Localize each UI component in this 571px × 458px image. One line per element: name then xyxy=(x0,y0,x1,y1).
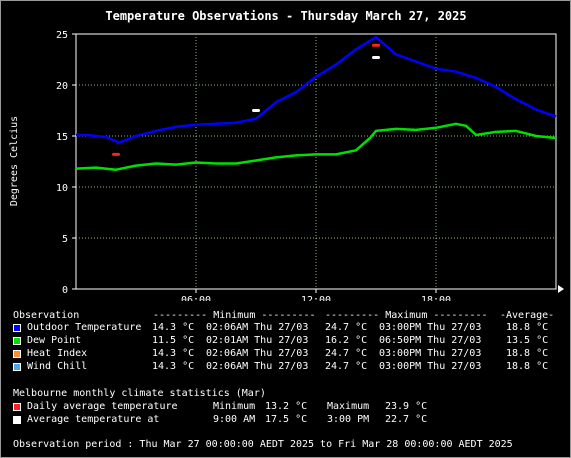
legend-header-minimum: --------- Minimum --------- xyxy=(153,310,316,321)
observation-period: Observation period : Thu Mar 27 00:00:00… xyxy=(13,439,513,450)
legend-label: Outdoor Temperature xyxy=(27,322,142,333)
y-tick-label: 25 xyxy=(56,30,68,41)
legend-min-value: 14.3 °C xyxy=(152,348,195,359)
legend-max-value: 24.7 °C xyxy=(325,322,368,333)
daily-avg-temperature-marker xyxy=(372,43,380,47)
chart-title: Temperature Observations - Thursday Marc… xyxy=(105,9,466,23)
legend-avg-value: 13.5 °C xyxy=(506,335,549,346)
legend-max-time: 06:50PM Thu 27/03 xyxy=(379,335,482,346)
climate-col1-value: 13.2 °C xyxy=(265,401,308,412)
climate-col2-label: Maximum xyxy=(327,401,370,412)
x-tick-label: 18:00 xyxy=(421,295,451,301)
climate-col1-value: 17.5 °C xyxy=(265,414,308,425)
x-axis-arrow-icon xyxy=(558,285,564,293)
legend-min-value: 14.3 °C xyxy=(152,361,195,372)
legend-max-value: 24.7 °C xyxy=(325,348,368,359)
legend-max-value: 16.2 °C xyxy=(325,335,368,346)
legend-avg-value: 18.8 °C xyxy=(506,361,549,372)
legend-min-time: 02:06AM Thu 27/03 xyxy=(206,322,309,333)
climate-col2-label: 3:00 PM xyxy=(327,414,370,425)
legend-header-average: -Average- xyxy=(500,310,555,321)
series-line-outdoor-temperature xyxy=(76,35,557,145)
daily-avg-temperature-marker xyxy=(112,152,120,156)
avg-temperature-at-marker xyxy=(372,55,380,59)
legend-swatch xyxy=(13,337,21,345)
legend-min-time: 02:06AM Thu 27/03 xyxy=(206,361,309,372)
avg-temperature-at-marker xyxy=(252,109,260,112)
x-tick-label: 12:00 xyxy=(301,295,331,301)
y-tick-label: 15 xyxy=(56,132,68,143)
legend-swatch xyxy=(13,324,21,332)
temperature-chart: Temperature Observations - Thursday Marc… xyxy=(9,9,564,301)
legend-min-time: 02:06AM Thu 27/03 xyxy=(206,348,309,359)
series-line-dew-point xyxy=(75,122,557,171)
legend-header-maximum: --------- Maximum --------- xyxy=(325,310,488,321)
legend-min-value: 14.3 °C xyxy=(152,322,195,333)
climate-swatch xyxy=(13,403,21,411)
legend-label: Wind Chill xyxy=(27,361,88,372)
climate-col1-label: Minimum xyxy=(213,401,256,412)
y-tick-label: 20 xyxy=(56,81,68,92)
climate-label: Daily average temperature xyxy=(27,401,178,412)
legend-min-time: 02:01AM Thu 27/03 xyxy=(206,335,309,346)
legend-label: Heat Index xyxy=(27,348,88,359)
legend-max-time: 03:00PM Thu 27/03 xyxy=(379,322,482,333)
legend-max-value: 24.7 °C xyxy=(325,361,368,372)
climate-swatch xyxy=(13,416,21,424)
climate-col2-value: 22.7 °C xyxy=(385,414,428,425)
legend-avg-value: 18.8 °C xyxy=(506,348,549,359)
legend-swatch xyxy=(13,363,21,371)
climate-col1-label: 9:00 AM xyxy=(213,414,256,425)
climate-col2-value: 23.9 °C xyxy=(385,401,428,412)
y-tick-label: 5 xyxy=(62,234,68,245)
legend-header: Observation --------- Minimum --------- … xyxy=(13,310,554,382)
y-axis-label: Degrees Celcius xyxy=(9,116,20,206)
legend-swatch xyxy=(13,350,21,358)
x-tick-label: 06:00 xyxy=(181,295,211,301)
legend-header-observation: Observation xyxy=(13,310,80,321)
climate-title: Melbourne monthly climate statistics (Ma… xyxy=(13,388,266,399)
legend-min-value: 11.5 °C xyxy=(152,335,195,346)
climate-label: Average temperature at xyxy=(27,414,160,425)
y-tick-label: 0 xyxy=(62,285,68,296)
legend-max-time: 03:00PM Thu 27/03 xyxy=(379,361,482,372)
legend-max-time: 03:00PM Thu 27/03 xyxy=(379,348,482,359)
y-tick-label: 10 xyxy=(56,183,68,194)
legend-avg-value: 18.8 °C xyxy=(506,322,549,333)
legend-label: Dew Point xyxy=(27,335,82,346)
